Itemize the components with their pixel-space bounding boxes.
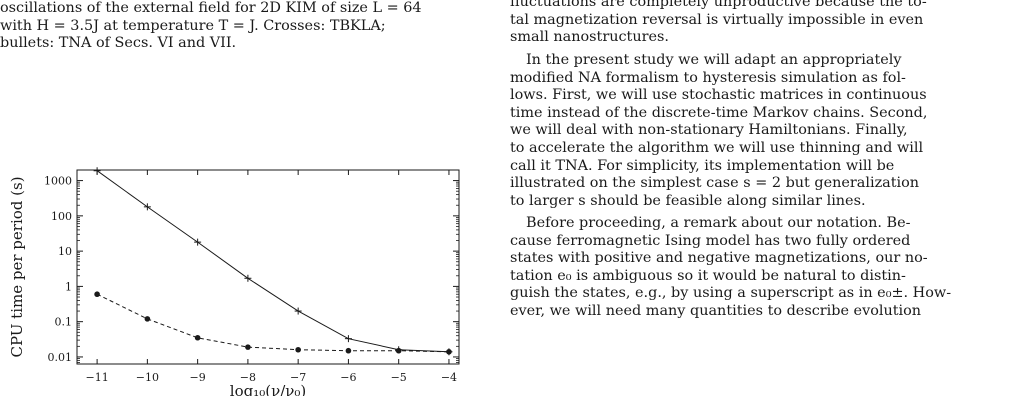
series-line-2 bbox=[96, 293, 449, 353]
series-line-1 bbox=[96, 170, 449, 353]
cross-point bbox=[93, 167, 101, 175]
bullet-point bbox=[245, 344, 251, 350]
bullet-point bbox=[345, 347, 352, 354]
text-line: time instead of the discrete-time Markov… bbox=[510, 104, 928, 121]
text-line: fluctuations are completely unproductive… bbox=[510, 0, 927, 10]
text-line: In the present study we will adapt an ap… bbox=[526, 52, 902, 68]
x-tick-label: −5 bbox=[391, 371, 407, 384]
cpu-time-chart: −11 −10 −9 −8 −7 −6 −5 −4 0.01 0.1 1 10 100 1000 log… bbox=[8, 167, 460, 396]
text-line: ever, we will need many quantities to de… bbox=[510, 302, 922, 319]
x-tick-label: −9 bbox=[190, 371, 206, 384]
text-line: Before proceeding, a remark about our no… bbox=[526, 215, 911, 231]
y-tick-labels: 0.01 0.1 1 10 100 1000 bbox=[44, 175, 72, 364]
caption-line: bullets: TNA of Secs. VI and VII. bbox=[0, 35, 237, 51]
text-line: tal magnetization reversal is virtually … bbox=[510, 11, 924, 28]
paragraph-1: fluctuations are completely unproductive… bbox=[510, 0, 1022, 47]
x-tick-label: −4 bbox=[441, 371, 457, 384]
series-lines bbox=[96, 170, 449, 353]
cross-point bbox=[294, 307, 302, 315]
text-line: tation e₀ is ambiguous so it would be na… bbox=[510, 267, 906, 284]
plot-frame bbox=[76, 169, 460, 365]
y-tick-label: 1 bbox=[65, 280, 72, 293]
text-line: to larger s should be feasible along sim… bbox=[510, 192, 866, 209]
cross-point bbox=[244, 274, 252, 282]
x-tick-labels: −11 −10 −9 −8 −7 −6 −5 −4 bbox=[85, 371, 457, 384]
bullet-point bbox=[94, 291, 100, 298]
text-line: guish the states, e.g., by using a super… bbox=[510, 285, 952, 302]
cross-point bbox=[194, 238, 202, 246]
text-line: small nanostructures. bbox=[510, 29, 669, 46]
paragraph-3: Before proceeding, a remark about our no… bbox=[510, 215, 1022, 321]
text-line: call it TNA. For simplicity, its impleme… bbox=[510, 157, 895, 174]
y-tick-label: 1000 bbox=[44, 175, 72, 188]
x-axis-label: log₁₀(ν/ν₀) bbox=[230, 382, 306, 396]
y-axis-label: CPU time per period (s) bbox=[8, 176, 26, 357]
axis-ticks bbox=[77, 170, 459, 364]
text-line: modified NA formalism to hysteresis simu… bbox=[510, 69, 906, 86]
figure-caption: oscillations of the external field for 2… bbox=[0, 0, 484, 53]
text-line: lows. First, we will use stochastic matr… bbox=[510, 87, 927, 104]
caption-line: oscillations of the external field for 2… bbox=[0, 0, 422, 16]
cross-point bbox=[344, 335, 352, 343]
x-tick-label: −10 bbox=[136, 371, 159, 384]
caption-line: with H = 3.5J at temperature T = J. Cros… bbox=[0, 17, 386, 34]
paragraph-2: In the present study we will adapt an ap… bbox=[510, 52, 1022, 210]
y-tick-label: 10 bbox=[58, 245, 72, 258]
left-column: oscillations of the external field for 2… bbox=[0, 0, 490, 405]
bullet-point bbox=[395, 347, 402, 354]
x-tick-label: −6 bbox=[340, 371, 356, 384]
text-line: illustrated on the simplest case s = 2 b… bbox=[510, 175, 920, 192]
right-column: fluctuations are completely unproductive… bbox=[510, 0, 1022, 405]
text-line: states with positive and negative magnet… bbox=[510, 250, 928, 267]
cross-point bbox=[143, 203, 151, 211]
bullet-point bbox=[446, 348, 452, 355]
bullet-point bbox=[194, 334, 201, 341]
text-line: cause ferromagnetic Ising model has two … bbox=[510, 232, 911, 249]
text-line: to accelerate the algorithm we will use … bbox=[510, 139, 924, 156]
x-tick-label: −11 bbox=[85, 371, 108, 384]
x-tick-label: −8 bbox=[240, 371, 256, 384]
y-tick-label: 100 bbox=[51, 210, 72, 223]
bullet-point bbox=[144, 316, 151, 322]
series-marks bbox=[93, 167, 453, 356]
y-tick-label: 0.01 bbox=[48, 351, 73, 364]
x-tick-label: −7 bbox=[290, 371, 306, 384]
bullet-point bbox=[295, 346, 301, 353]
text-line: we will deal with non-stationary Hamilto… bbox=[510, 122, 908, 139]
y-tick-label: 0.1 bbox=[55, 316, 73, 329]
